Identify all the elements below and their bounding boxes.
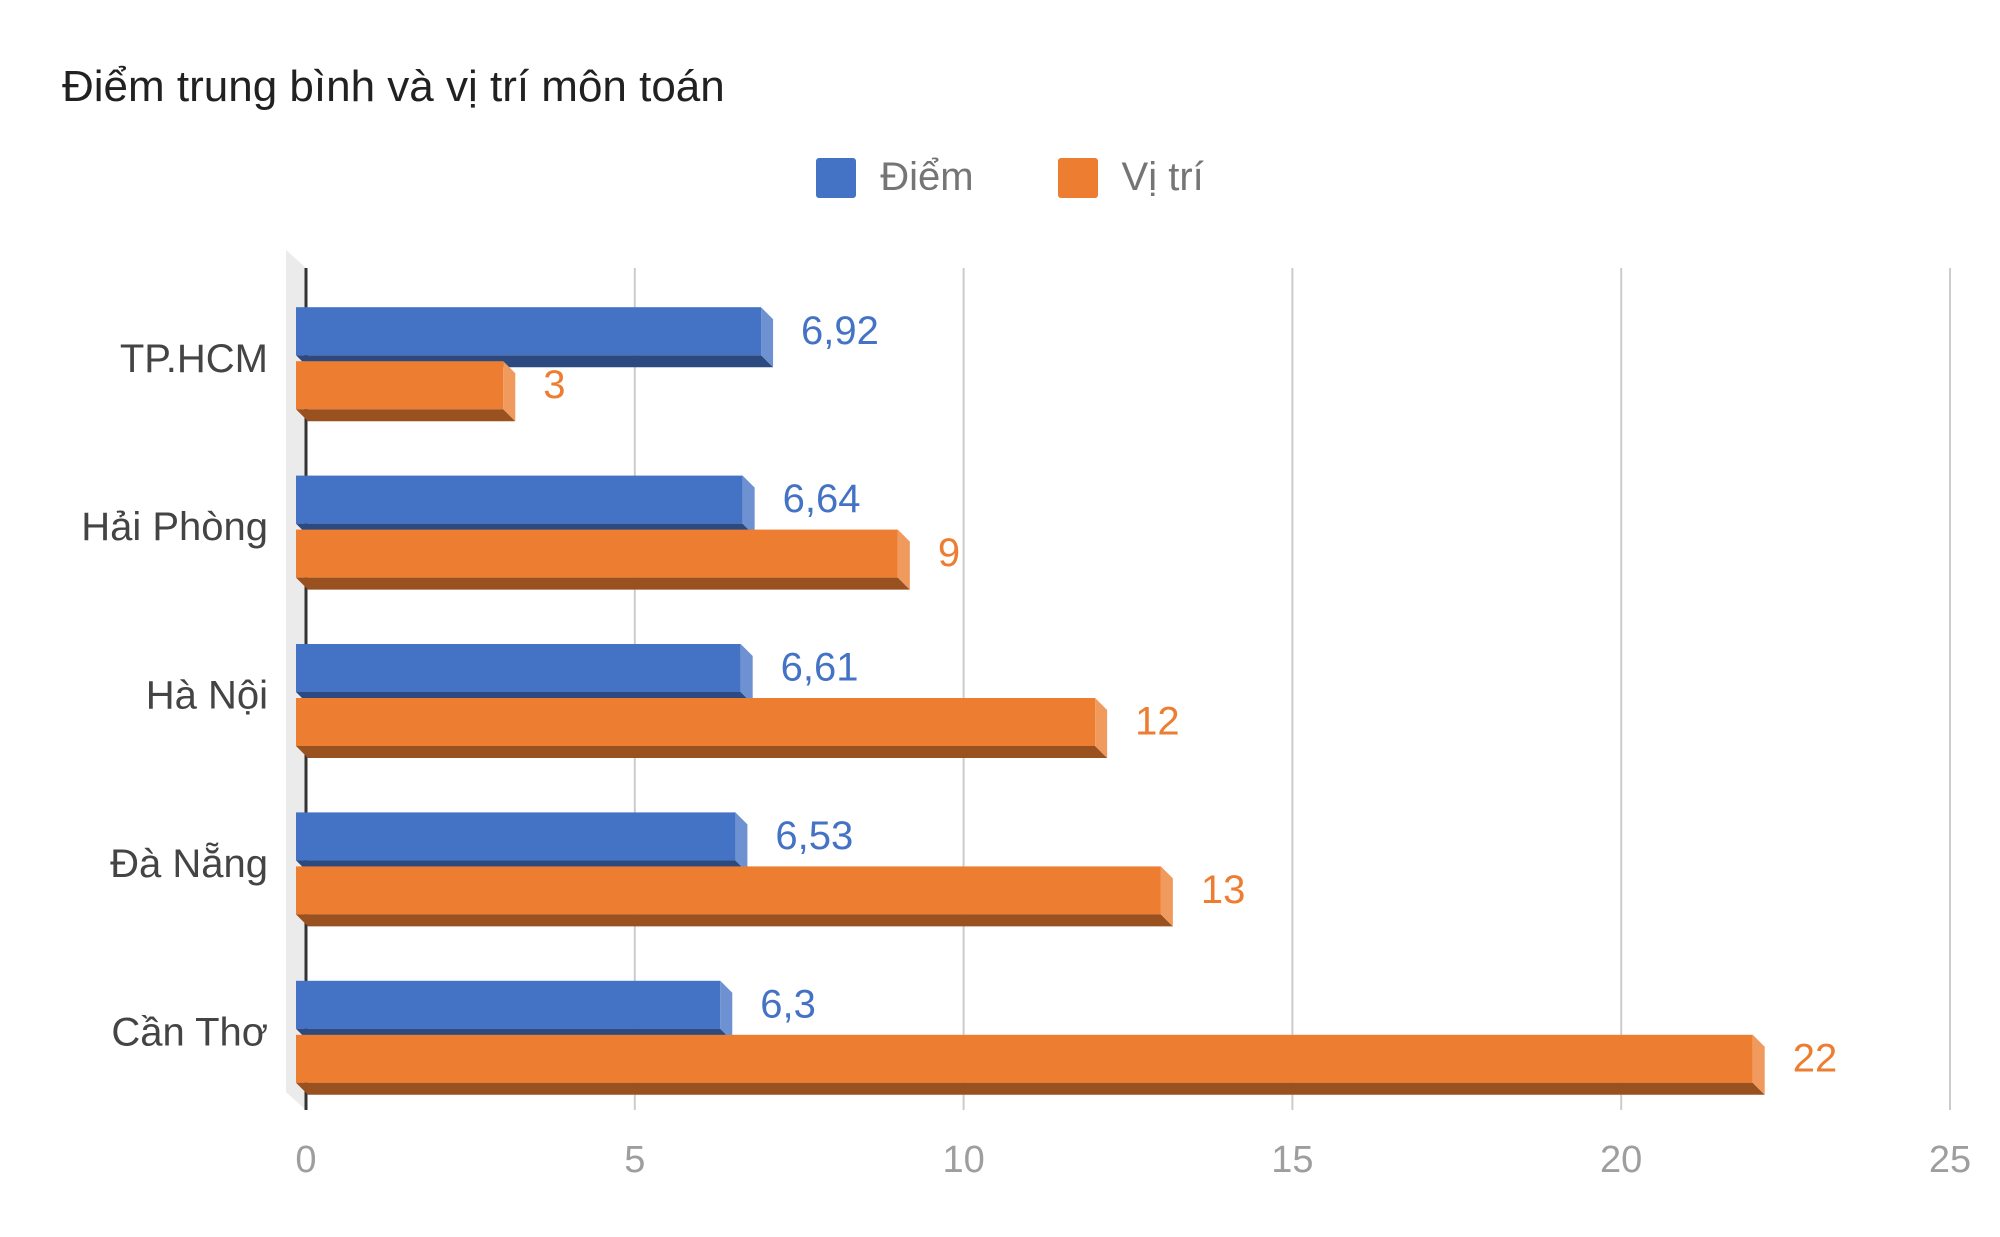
- bar-right-face: [735, 812, 748, 873]
- x-tick-label: 0: [295, 1139, 316, 1181]
- x-tick-label: 5: [624, 1139, 645, 1181]
- bar-right-face: [761, 307, 774, 368]
- bar-bottom-face: [296, 746, 1108, 758]
- bar-right-face: [720, 980, 733, 1041]
- data-label-series-2: 9: [938, 531, 960, 575]
- bar-right-face: [503, 361, 516, 422]
- chart-title: Điểm trung bình và vị trí môn toán: [62, 62, 725, 111]
- legend: Điểm Vị trí: [0, 155, 2000, 200]
- bar-series-2: [296, 361, 504, 410]
- legend-label-series-1: Điểm: [880, 155, 974, 199]
- bar-bottom-face: [296, 914, 1173, 927]
- bar-bottom-face: [296, 409, 516, 422]
- data-label-series-2: 22: [1793, 1036, 1838, 1080]
- x-tick-label: 20: [1600, 1139, 1642, 1181]
- legend-swatch-series-2: [1057, 157, 1098, 198]
- x-tick-label: 15: [1271, 1139, 1313, 1181]
- bar-series-2: [296, 698, 1096, 746]
- legend-swatch-series-1: [816, 157, 857, 198]
- bar-series-1: [296, 980, 721, 1029]
- data-label-series-2: 12: [1135, 700, 1180, 744]
- y-category-label: TP.HCM: [120, 337, 268, 381]
- bar-bottom-face: [296, 1082, 1765, 1095]
- data-label-series-1: 6,3: [760, 982, 816, 1026]
- y-category-label: Hải Phòng: [81, 505, 268, 549]
- bar-right-face: [1160, 866, 1173, 927]
- bar-bottom-face: [296, 577, 910, 590]
- legend-item-series-2[interactable]: Vị trí: [1057, 155, 1204, 200]
- legend-item-series-1[interactable]: Điểm: [816, 155, 974, 200]
- y-category-label: Đà Nẵng: [110, 841, 268, 886]
- bar-series-2: [296, 1034, 1753, 1083]
- data-label-series-2: 13: [1201, 868, 1246, 912]
- bar-series-1: [296, 644, 741, 692]
- bar-right-face: [1095, 698, 1108, 758]
- y-category-label: Hà Nội: [146, 674, 268, 718]
- bar-right-face: [740, 644, 753, 704]
- bar-series-1: [296, 307, 762, 356]
- bar-right-face: [1752, 1034, 1765, 1095]
- bar-right-face: [742, 475, 755, 536]
- data-label-series-1: 6,53: [775, 814, 853, 858]
- y-category-label: Cần Thơ: [111, 1010, 268, 1054]
- x-tick-label: 10: [942, 1139, 984, 1181]
- data-label-series-1: 6,64: [783, 477, 861, 521]
- data-label-series-1: 6,92: [801, 309, 879, 353]
- x-tick-label: 25: [1929, 1139, 1971, 1181]
- legend-label-series-2: Vị trí: [1121, 155, 1204, 199]
- bar-series-2: [296, 866, 1161, 915]
- bar-series-1: [296, 475, 743, 524]
- bar-series-1: [296, 812, 736, 861]
- data-label-series-1: 6,61: [781, 646, 859, 690]
- data-label-series-2: 3: [543, 363, 565, 407]
- bar-right-face: [897, 529, 910, 590]
- bar-series-2: [296, 529, 898, 578]
